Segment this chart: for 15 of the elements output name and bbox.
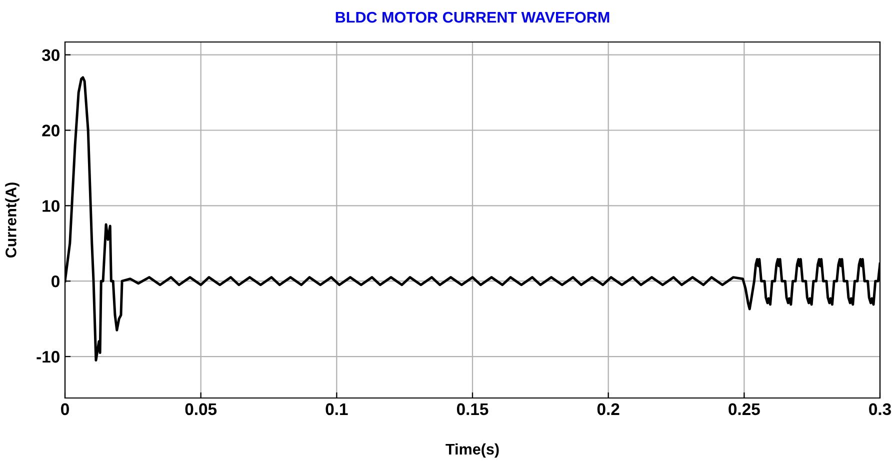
x-tick-label: 0.15	[456, 403, 488, 416]
y-tick-label: 10	[42, 200, 60, 212]
x-tick-label: 0.05	[185, 403, 217, 416]
y-tick-label: 20	[42, 124, 60, 136]
x-tick-label: 0.25	[728, 403, 760, 416]
y-tick-label: 0	[52, 275, 60, 288]
chart-title: BLDC MOTOR CURRENT WAVEFORM	[336, 12, 610, 23]
x-tick-label: 0	[61, 403, 69, 416]
y-tick-label: 30	[42, 49, 60, 62]
x-tick-label: 0.3	[869, 403, 891, 416]
x-tick-label: 0.2	[597, 403, 620, 416]
y-tick-label: -10	[36, 350, 60, 363]
x-axis-title: Time(s)	[446, 443, 499, 458]
x-tick-label: 0.1	[326, 403, 348, 416]
y-axis-title: Current(A)	[5, 182, 20, 258]
